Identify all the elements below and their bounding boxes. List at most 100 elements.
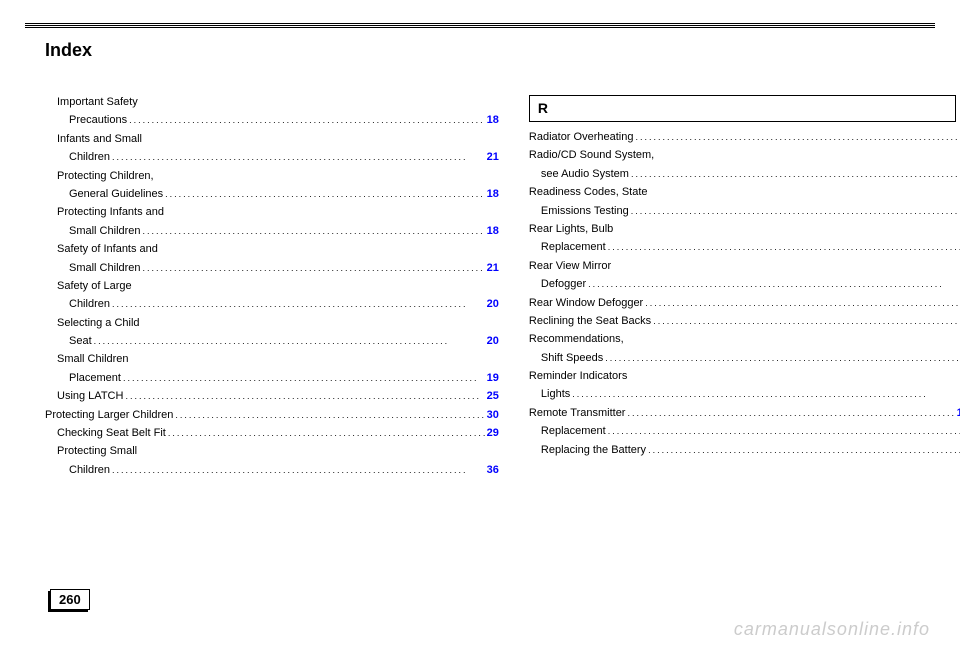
index-entry: Replacement180 (529, 240, 960, 255)
index-entry: Safety of Infants and (45, 242, 499, 257)
entry-text: Safety of Large (57, 279, 132, 294)
entry-text: Small Children (69, 261, 141, 276)
leader-dots (572, 387, 960, 402)
entry-text: Replacing the Battery (541, 443, 646, 458)
leader-dots (588, 277, 960, 292)
entry-text: Emissions Testing (541, 204, 629, 219)
index-title: Index (45, 40, 92, 61)
leader-dots (129, 113, 485, 128)
entry-text: Children (69, 463, 110, 478)
entry-text: Seat (69, 334, 92, 349)
index-entry: Rear Window Defogger81 (529, 296, 960, 311)
index-entry: Reminder Indicators (529, 369, 960, 384)
index-entry: see Audio System121 (529, 167, 960, 182)
index-entry: Replacement83 (529, 424, 960, 439)
leader-dots (123, 371, 485, 386)
entry-text: Shift Speeds (541, 351, 603, 366)
index-entry: Small Children 18 (45, 224, 499, 239)
entry-text: Lights (541, 387, 570, 402)
leader-dots (94, 334, 485, 349)
page-link[interactable]: 21 (487, 261, 499, 276)
entry-text: Important Safety (57, 95, 138, 110)
index-entry: Small Children 21 (45, 261, 499, 276)
entry-text: Small Children (69, 224, 141, 239)
index-entry: Emissions Testing120 (529, 204, 960, 219)
entry-text: Radiator Overheating (529, 130, 634, 145)
leader-dots (112, 297, 485, 312)
entry-text: Remote Transmitter (529, 406, 626, 421)
entry-text: Rear Lights, Bulb (529, 222, 613, 237)
page-link[interactable]: 18 (487, 113, 499, 128)
entry-text: Rear Window Defogger (529, 296, 643, 311)
entry-text: Readiness Codes, State (529, 185, 648, 200)
page-link[interactable]: 21 (487, 150, 499, 165)
entry-text: Small Children (57, 352, 129, 367)
page-link[interactable]: 20 (487, 297, 499, 312)
leader-dots (627, 406, 954, 421)
index-entry: Rear View Mirror (529, 259, 960, 274)
index-entry: Protecting Larger Children 30 (45, 408, 499, 423)
entry-text: Recommendations, (529, 332, 624, 347)
page-number: 260 (50, 589, 90, 610)
column-2: RRadiator Overheating186Radio/CD Sound S… (529, 95, 960, 575)
leader-dots (645, 296, 960, 311)
entry-text: Using LATCH (57, 389, 123, 404)
leader-dots (631, 167, 960, 182)
entry-text: Children (69, 150, 110, 165)
entry-text: Protecting Small (57, 444, 137, 459)
index-entry: Children 21 (45, 150, 499, 165)
index-entry: Selecting a Child (45, 316, 499, 331)
index-entry: Children 36 (45, 463, 499, 478)
page-link[interactable]: 20 (487, 334, 499, 349)
entry-text: Reclining the Seat Backs (529, 314, 651, 329)
entry-text: Infants and Small (57, 132, 142, 147)
watermark: carmanualsonline.info (734, 619, 930, 640)
leader-dots (635, 130, 960, 145)
leader-dots (631, 204, 960, 219)
index-entry: Shift Speeds72 (529, 351, 960, 366)
index-entry: General Guidelines 18 (45, 187, 499, 202)
index-entry: Using LATCH 25 (45, 389, 499, 404)
entry-text: Children (69, 297, 110, 312)
index-entry: Safety of Large (45, 279, 499, 294)
index-entry: Radio/CD Sound System, (529, 148, 960, 163)
index-entry: Seat 20 (45, 334, 499, 349)
index-entry: Recommendations, (529, 332, 960, 347)
entry-text: Protecting Larger Children (45, 408, 173, 423)
page-link[interactable]: 25 (487, 389, 499, 404)
page-link[interactable]: 30 (487, 408, 499, 423)
page-link[interactable]: 18 (487, 224, 499, 239)
entry-text: Defogger (541, 277, 586, 292)
index-entry: Protecting Infants and (45, 205, 499, 220)
entry-text: Precautions (69, 113, 127, 128)
index-entry: Placement19 (45, 371, 499, 386)
leader-dots (165, 187, 484, 202)
entry-text: Replacement (541, 240, 606, 255)
entry-text: Protecting Children, (57, 169, 154, 184)
entry-text: Protecting Infants and (57, 205, 164, 220)
leader-dots (143, 224, 485, 239)
index-entry: Protecting Children, (45, 169, 499, 184)
leader-dots (648, 443, 960, 458)
index-entry: Replacing the Battery82 (529, 443, 960, 458)
entry-text: Reminder Indicators (529, 369, 627, 384)
index-entry: Infants and Small (45, 132, 499, 147)
leader-dots (605, 351, 960, 366)
entry-text: Radio/CD Sound System, (529, 148, 654, 163)
index-entry: Remote Transmitter11, 80 (529, 406, 960, 421)
index-entry: Lights72 (529, 387, 960, 402)
page-link[interactable]: 18 (487, 187, 499, 202)
page-link[interactable]: 29 (487, 426, 499, 441)
index-entry: Rear Lights, Bulb (529, 222, 960, 237)
index-entry: Children 20 (45, 297, 499, 312)
index-entry: Small Children (45, 352, 499, 367)
entry-text: Safety of Infants and (57, 242, 158, 257)
index-entry: Precautions 18 (45, 113, 499, 128)
entry-text: Rear View Mirror (529, 259, 611, 274)
index-entry: Reclining the Seat Backs104 (529, 314, 960, 329)
entry-text: General Guidelines (69, 187, 163, 202)
page-link[interactable]: 36 (487, 463, 499, 478)
page-link[interactable]: 19 (487, 371, 499, 386)
index-entry: Radiator Overheating186 (529, 130, 960, 145)
column-1: Important Safety Precautions 18 Infants and… (45, 95, 499, 575)
